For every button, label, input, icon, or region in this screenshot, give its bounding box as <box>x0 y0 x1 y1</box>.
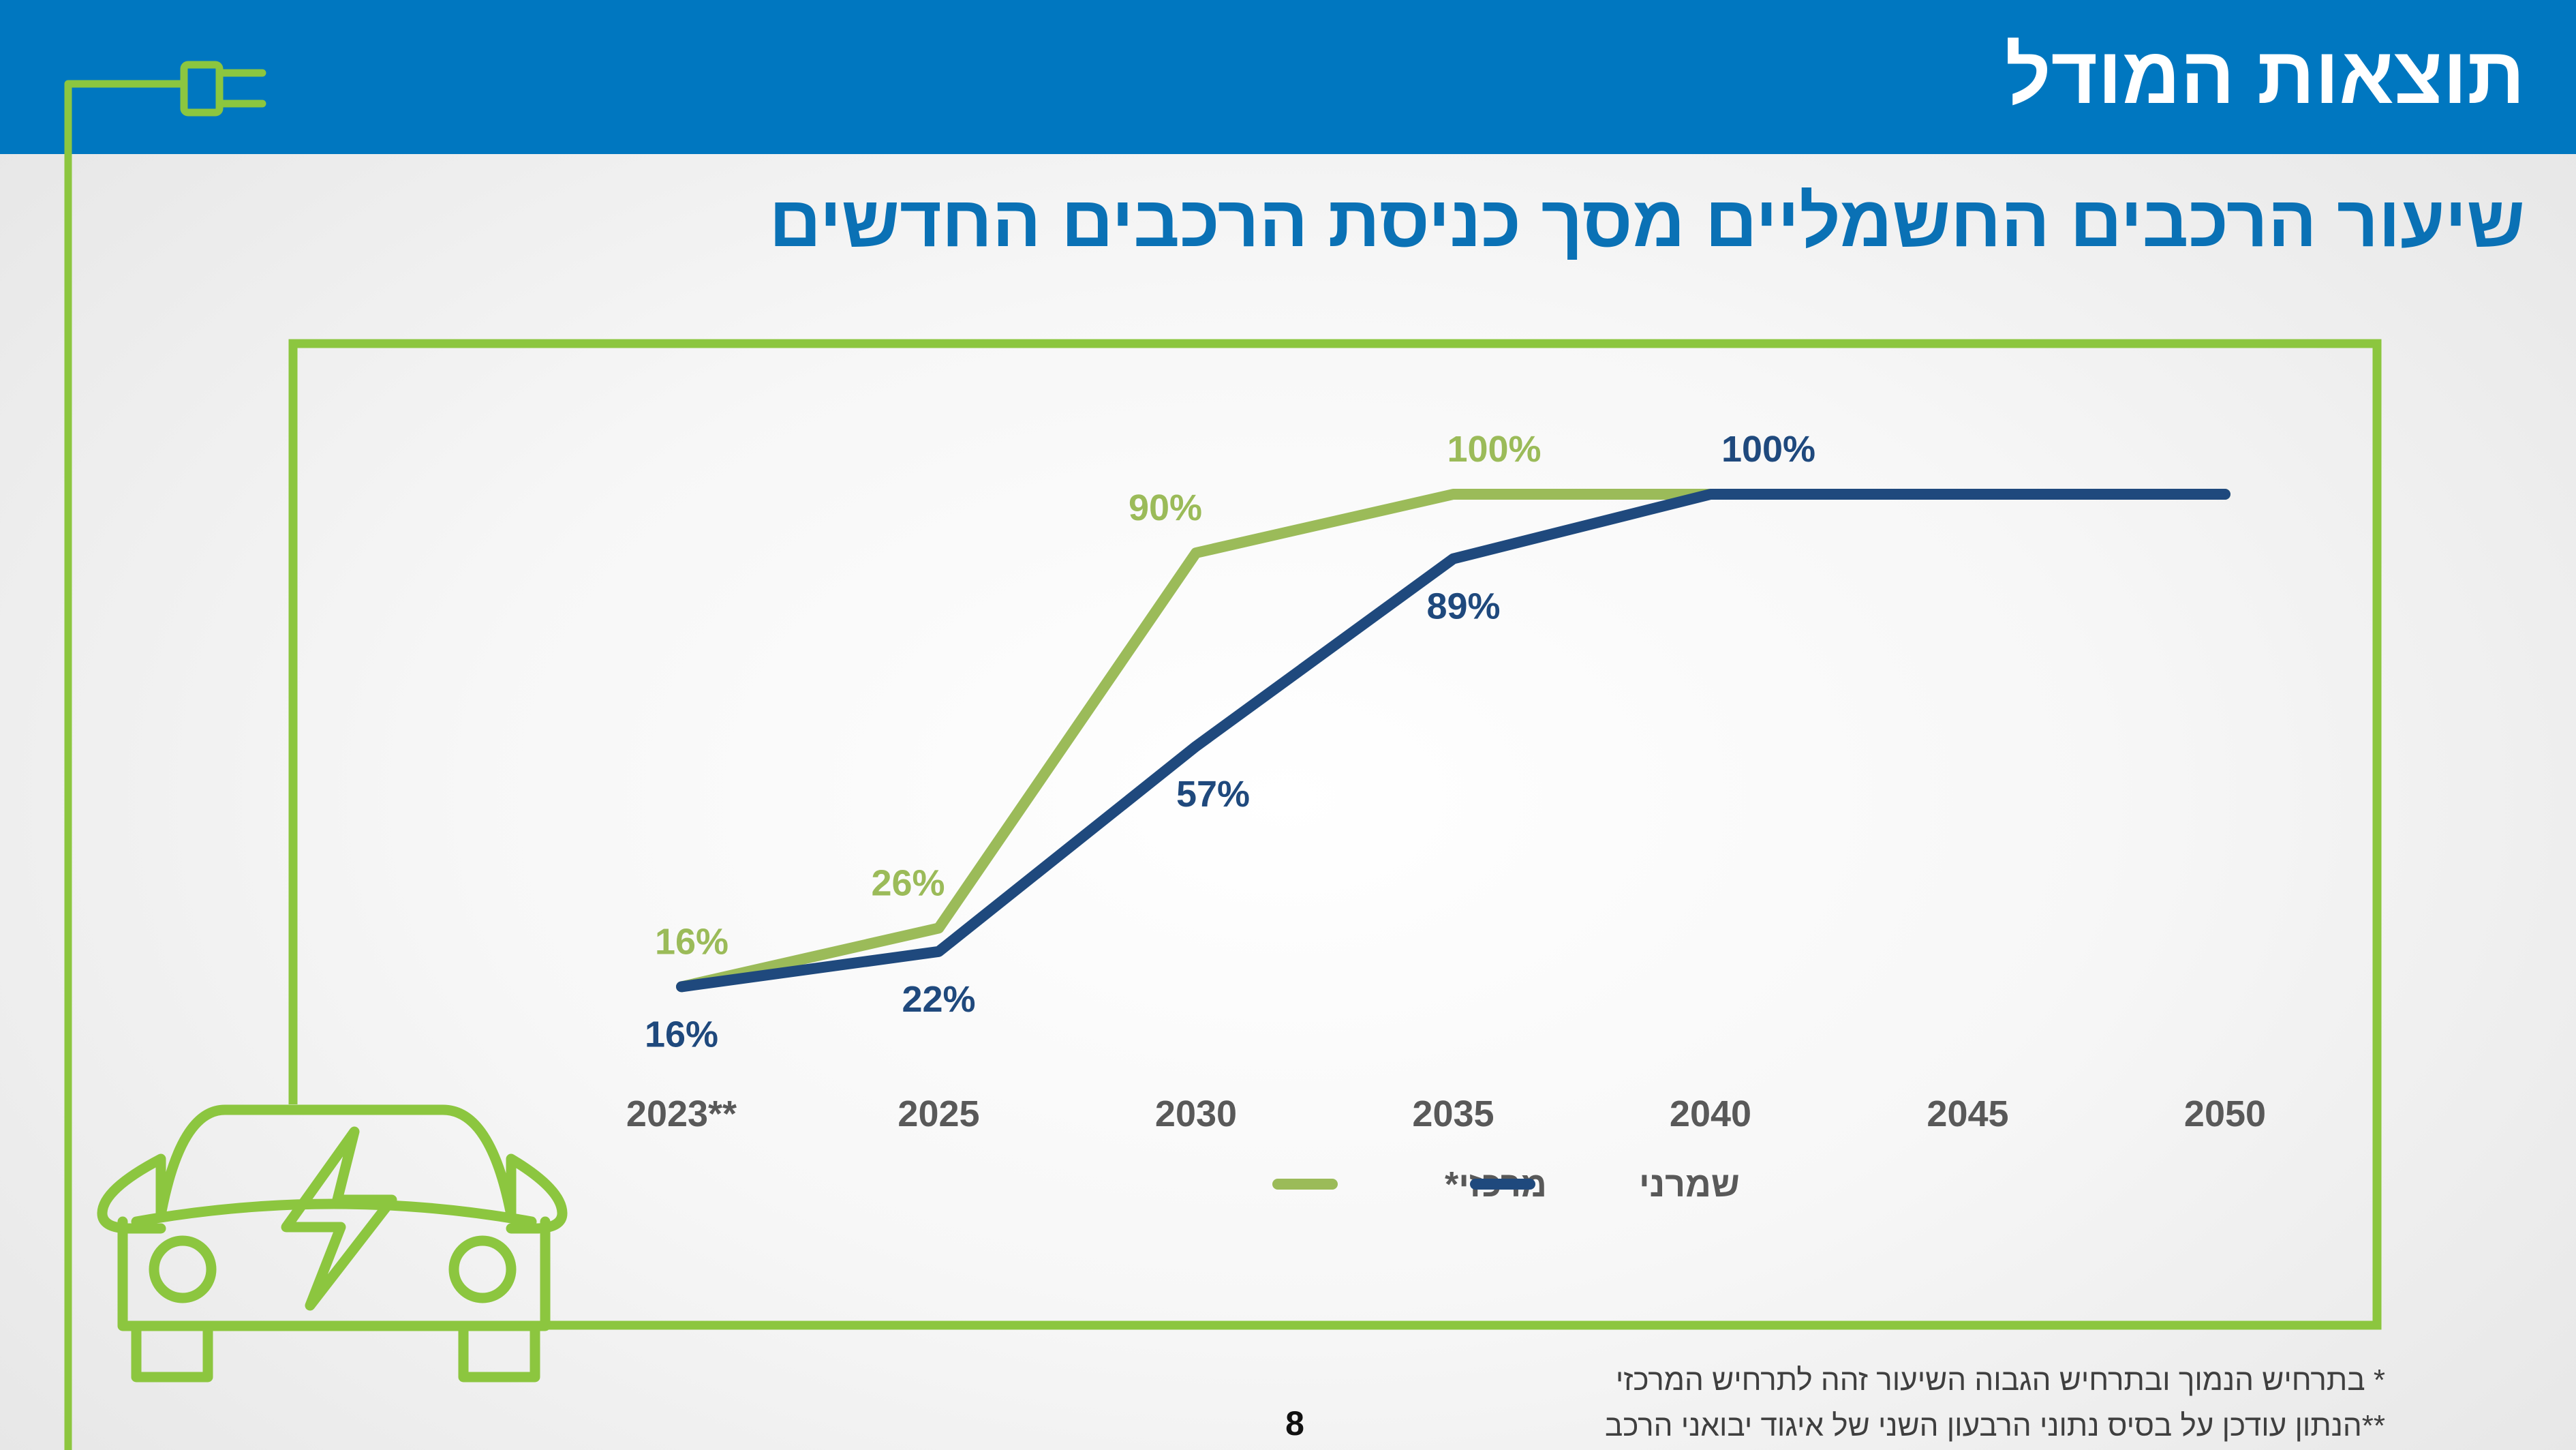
x-tick-label: 2050 <box>2184 1093 2266 1134</box>
x-tick-label: 2040 <box>1670 1093 1751 1134</box>
plug-icon <box>64 61 266 1450</box>
chart-heading: שיעור הרכבים החשמליים מסך כניסת הרכבים ה… <box>769 181 2525 262</box>
data-label: 100% <box>1447 429 1541 470</box>
x-tick-label: 2045 <box>1927 1093 2008 1134</box>
page-number: 8 <box>1285 1404 1304 1443</box>
legend-item-1: שמרני <box>1470 1165 1740 1205</box>
data-label: 22% <box>902 979 975 1020</box>
x-tick-label: 2025 <box>898 1093 979 1134</box>
data-label: 26% <box>871 862 945 903</box>
x-tick-label: 2030 <box>1155 1093 1237 1134</box>
chart-frame <box>288 339 2382 1330</box>
legend: מרכזי*שמרני <box>1272 1165 1740 1205</box>
data-label: 100% <box>1721 429 1815 470</box>
data-label: 57% <box>1176 774 1250 815</box>
data-labels: 16% 26% 90% 100% 16% 22% 57% 89% 100% <box>645 429 1815 1055</box>
x-tick-label: 2023** <box>626 1093 737 1134</box>
data-label: 16% <box>645 1014 718 1055</box>
page-title: תוצאות המודל <box>2005 31 2525 121</box>
footnote-data-source: **הנתון עודכן על בסיס נתוני הרבעון השני … <box>1605 1409 2385 1443</box>
legend-label: שמרני <box>1639 1165 1740 1205</box>
series-lines <box>676 489 2230 993</box>
series-line-1 <box>676 489 2230 993</box>
data-label: 89% <box>1426 586 1500 627</box>
header-bar: תוצאות המודל <box>0 0 2576 154</box>
series-line-0 <box>676 489 2230 993</box>
data-label: 90% <box>1129 487 1202 528</box>
x-tick-label: 2035 <box>1412 1093 1494 1134</box>
footnote-scenarios: * בתרחיש הנמוך ובתרחיש הגבוה השיעור זהה … <box>1615 1363 2385 1397</box>
electric-car-icon <box>97 1104 568 1383</box>
x-axis: 2023** 2025 2030 2035 2040 2045 2050 <box>626 1093 2266 1134</box>
data-label: 16% <box>655 921 729 962</box>
